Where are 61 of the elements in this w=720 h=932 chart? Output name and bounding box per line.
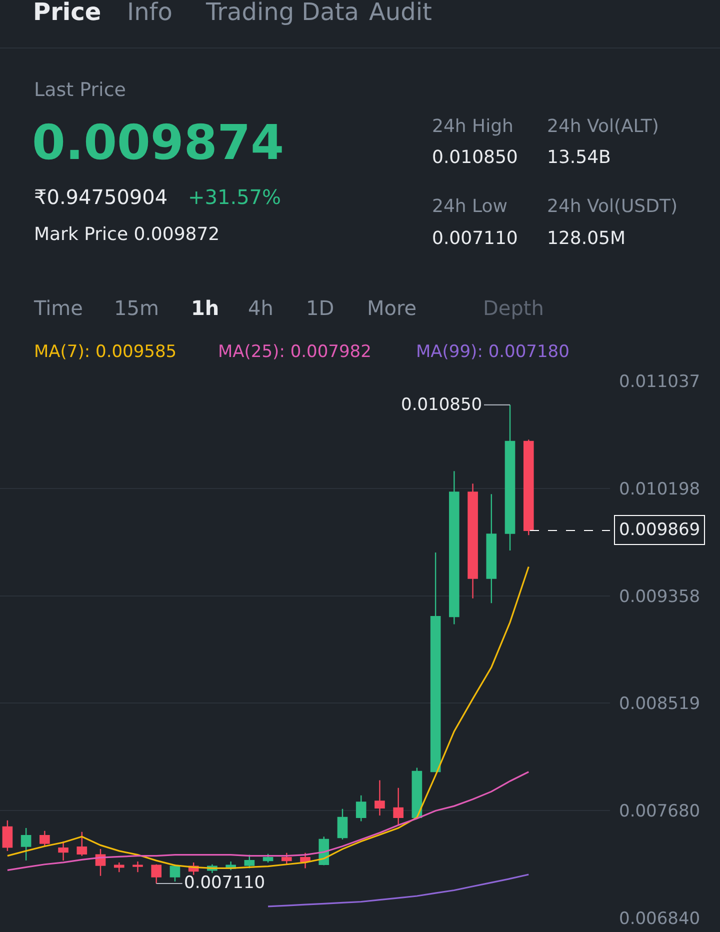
text: Trading Data: [205, 0, 359, 26]
candlestick: [374, 780, 385, 816]
ref-line-label: 0.009869: [619, 520, 700, 540]
candlestick: [40, 830, 50, 847]
candlestick: [412, 767, 422, 818]
candlestick: [170, 864, 180, 882]
text: Depth: [483, 296, 544, 320]
text: 0.007110: [432, 228, 518, 249]
text: Mark Price 0.009872: [34, 224, 220, 245]
text: 24h Low: [432, 196, 508, 217]
line-series: [6, 566, 530, 870]
candlestick: [523, 439, 534, 536]
candlestick: [504, 404, 516, 552]
text: ₹0.94750904: [34, 185, 168, 209]
text: 128.05M: [547, 228, 626, 249]
text: 1h: [191, 296, 220, 320]
text: 24h High: [432, 116, 514, 137]
candlestick: [449, 470, 460, 625]
text: 24h Vol(ALT): [547, 116, 659, 137]
text: 0.009874: [32, 115, 284, 171]
text: 15m: [114, 296, 159, 320]
text: Audit: [369, 0, 432, 26]
candlestick: [76, 831, 88, 856]
text: 1D: [306, 296, 334, 320]
text: Info: [127, 0, 172, 26]
candlestick: [468, 483, 478, 599]
candlestick: [20, 827, 32, 862]
text: Last Price: [34, 79, 126, 101]
candlestick: [300, 852, 310, 869]
line-series: [6, 771, 530, 871]
text: More: [367, 296, 417, 320]
annotation: 0.010850: [401, 395, 482, 415]
text: +31.57%: [188, 185, 282, 209]
text: 13.54B: [547, 147, 611, 168]
text: Price: [33, 0, 102, 26]
y-tick-label: 0.009358: [619, 586, 700, 607]
text: MA(25): 0.007982: [218, 342, 372, 362]
candlestick: [58, 840, 68, 862]
candlestick: [244, 854, 255, 869]
text: Time: [33, 296, 83, 320]
candlestick: [132, 860, 143, 873]
y-tick-label: 0.007680: [619, 801, 700, 822]
candlestick: [151, 864, 162, 884]
text: 0.010850: [432, 147, 518, 168]
text: 4h: [248, 296, 274, 320]
text: MA(99): 0.007180: [416, 342, 570, 362]
candlestick: [114, 862, 124, 873]
text: MA(7): 0.009585: [34, 342, 177, 362]
text: 24h Vol(USDT): [547, 196, 678, 217]
candlestick: [430, 552, 441, 772]
candlestick: [393, 787, 404, 826]
y-tick-label: 0.008519: [619, 694, 700, 714]
candlestick: [356, 794, 366, 822]
candlestick: [486, 494, 497, 604]
y-tick-label: 0.010198: [619, 479, 700, 500]
line-series: [267, 874, 530, 908]
y-tick-label: 0.011037: [619, 372, 700, 392]
annotation: 0.007110: [184, 873, 266, 893]
candlestick: [337, 808, 348, 840]
y-tick-label: 0.006840: [619, 908, 700, 929]
candlestick: [2, 820, 13, 852]
